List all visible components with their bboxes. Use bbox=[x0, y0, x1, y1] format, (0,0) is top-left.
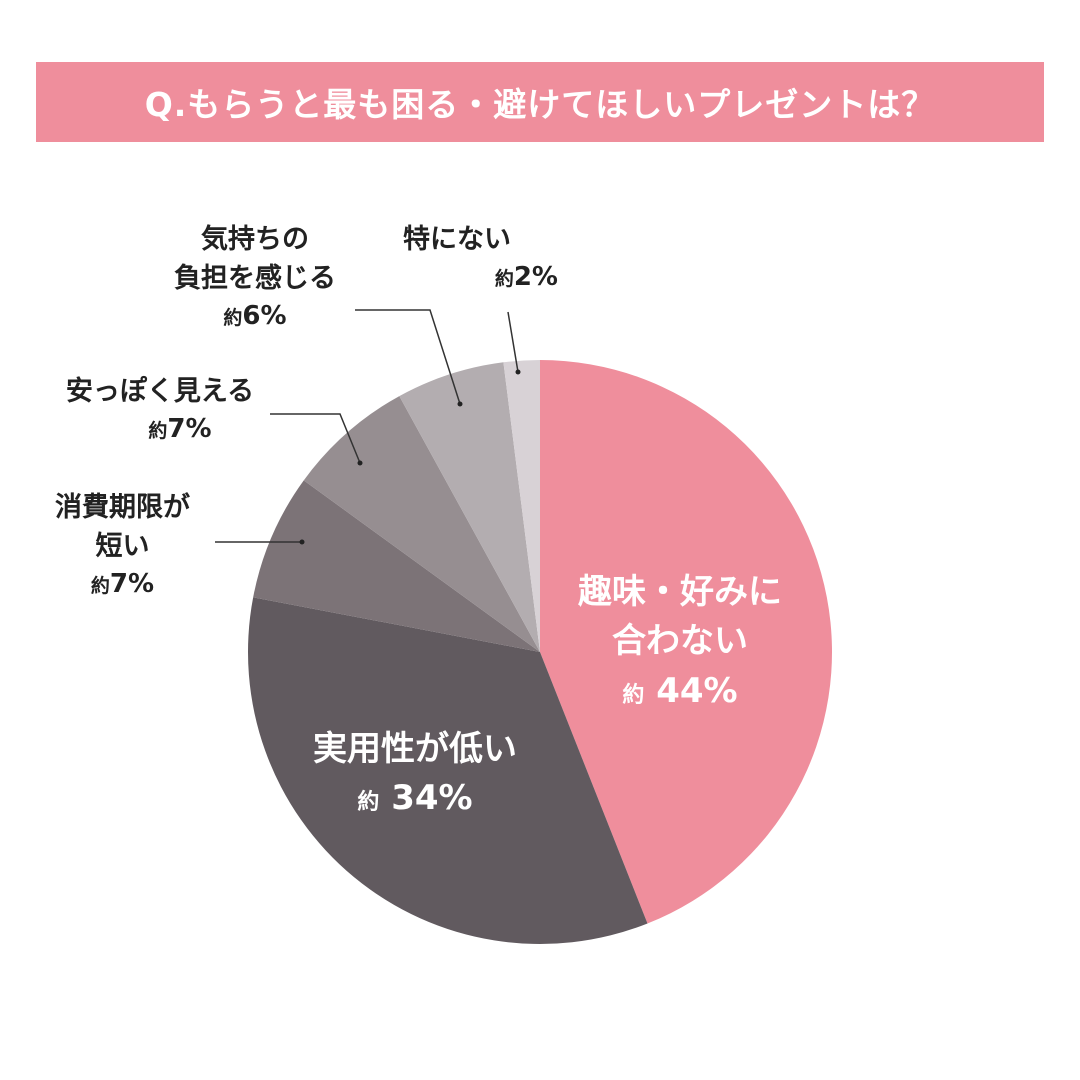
pie-slice bbox=[399, 362, 540, 652]
leader-line bbox=[270, 413, 361, 464]
leader-dot bbox=[299, 539, 305, 545]
pie-slice bbox=[540, 360, 833, 924]
slice-label-none: 特にない 約2% bbox=[403, 224, 558, 293]
leader-line bbox=[507, 311, 519, 373]
pie-slice bbox=[303, 396, 540, 652]
slice-label-cheap: 安っぽく見える 約7% bbox=[65, 376, 255, 445]
slice-label-practical: 実用性が低い 約 34% bbox=[313, 729, 517, 819]
slice-label-hobby: 趣味・好みに 合わない 約 44% bbox=[578, 572, 782, 711]
pie-slice bbox=[247, 597, 648, 944]
pie-slice bbox=[253, 480, 540, 652]
slice-label-expiry: 消費期限が 短い 約7% bbox=[55, 492, 190, 600]
title-banner: Q.もらうと最も困る・避けてほしいプレゼントは？ bbox=[36, 62, 1044, 142]
chart-title: Q.もらうと最も困る・避けてほしいプレゼントは？ bbox=[144, 85, 936, 124]
leader-dot bbox=[515, 369, 521, 375]
leader-line bbox=[355, 309, 461, 405]
pie-slice bbox=[503, 360, 540, 652]
slice-label-burden: 気持ちの 負担を感じる 約6% bbox=[174, 224, 336, 332]
leader-dot bbox=[457, 401, 463, 407]
leader-dot bbox=[357, 460, 363, 466]
